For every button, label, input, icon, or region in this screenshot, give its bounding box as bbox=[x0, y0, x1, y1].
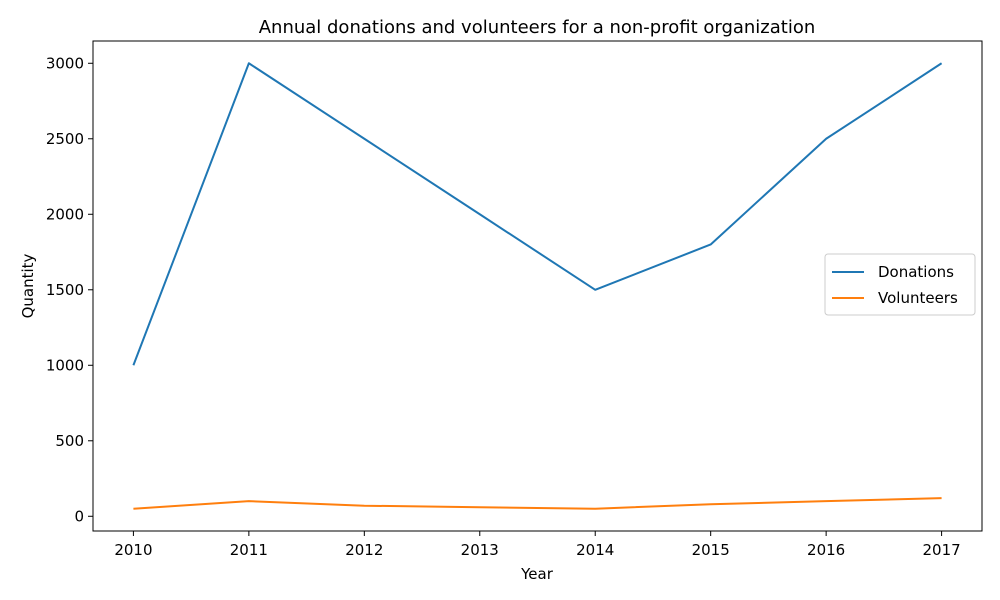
x-tick-label: 2013 bbox=[461, 541, 499, 559]
x-tick-label: 2014 bbox=[576, 541, 614, 559]
y-axis-label: Quantity bbox=[19, 253, 37, 318]
x-tick-label: 2011 bbox=[230, 541, 268, 559]
legend-label-volunteers: Volunteers bbox=[878, 289, 958, 307]
x-axis-label: Year bbox=[520, 565, 554, 583]
y-tick-label: 2000 bbox=[46, 205, 84, 223]
x-axis: 2010 2011 2012 2013 2014 2015 2016 2017 bbox=[114, 531, 961, 559]
y-tick-label: 0 bbox=[74, 507, 84, 525]
y-tick-label: 2500 bbox=[46, 130, 84, 148]
x-tick-label: 2015 bbox=[692, 541, 730, 559]
y-tick-label: 1000 bbox=[46, 356, 84, 374]
series-line-donations bbox=[132, 62, 943, 366]
x-tick-label: 2016 bbox=[807, 541, 845, 559]
x-tick-label: 2012 bbox=[345, 541, 383, 559]
series-line-volunteers bbox=[133, 497, 942, 510]
x-tick-label: 2010 bbox=[114, 541, 152, 559]
y-tick-label: 1500 bbox=[46, 281, 84, 299]
legend-box bbox=[824, 253, 976, 316]
chart-title: Annual donations and volunteers for a no… bbox=[259, 17, 816, 38]
x-tick-label: 2017 bbox=[922, 541, 960, 559]
y-axis: 0 500 1000 1500 2000 2500 3000 bbox=[46, 54, 93, 525]
legend-label-donations: Donations bbox=[878, 263, 954, 281]
y-tick-label: 500 bbox=[55, 432, 84, 450]
legend: Donations Volunteers bbox=[824, 253, 976, 316]
y-tick-label: 3000 bbox=[46, 54, 84, 72]
series-lines bbox=[132, 62, 943, 510]
plot-area-frame bbox=[92, 40, 983, 532]
